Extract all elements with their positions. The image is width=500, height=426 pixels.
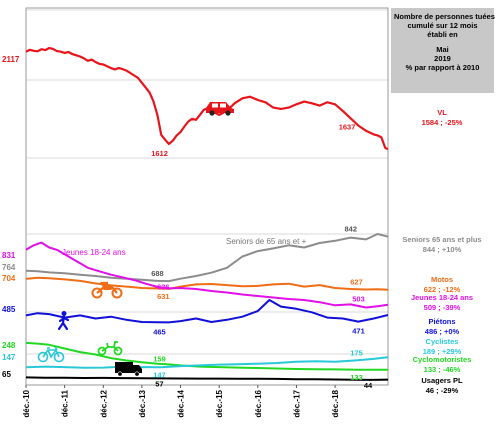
moped-icon xyxy=(97,341,123,356)
annotation-jeunes: 636 xyxy=(157,282,170,291)
x-tick-label: déc.-17 xyxy=(292,389,301,417)
info-box-note: % par rapport à 2010 xyxy=(405,63,480,72)
annotation-pl: 44 xyxy=(364,381,373,390)
legend-name-cyclistes: Cyclistes xyxy=(426,337,459,346)
start-label-pietons: 485 xyxy=(2,305,16,314)
plot-frame xyxy=(25,7,389,386)
series-line-jeunes xyxy=(25,241,389,309)
car-icon xyxy=(206,102,234,116)
series-line-seniors xyxy=(25,233,389,283)
annotation-pietons: 471 xyxy=(352,327,365,336)
annotation-cyclistes: 175 xyxy=(350,349,363,358)
annotation-cyclomotoristes: 159 xyxy=(153,354,166,363)
start-label-cyclomotoristes: 248 xyxy=(2,341,16,350)
annotation-vl: 1637 xyxy=(339,123,356,132)
start-label-seniors: 764 xyxy=(2,263,16,272)
series-line-vl xyxy=(25,46,389,151)
start-label-cyclistes: 147 xyxy=(2,353,16,362)
info-box: Nombre de personnes tuées cumulé sur 12 … xyxy=(391,8,495,93)
series-line-motos xyxy=(25,276,389,291)
legend-name-jeunes: Jeunes 18-24 ans xyxy=(411,293,473,302)
info-box-line3: établi en xyxy=(427,30,458,39)
start-label-motos: 704 xyxy=(2,274,16,283)
inline-label-jeunes: Jeunes 18-24 ans xyxy=(62,248,126,257)
info-box-line2: cumulé sur 12 mois xyxy=(407,21,478,30)
x-tick-label: déc.-12 xyxy=(99,389,108,417)
series-line-cyclistes xyxy=(25,356,389,369)
info-box-year: 2019 xyxy=(434,54,451,63)
legend-value-motos: 622 ; -12% xyxy=(424,285,461,294)
legend-name-pietons: Piétons xyxy=(428,317,455,326)
legend-value-seniors: 844 ; +10% xyxy=(423,245,462,254)
legend-value-cyclistes: 189 ; +29% xyxy=(423,347,462,356)
x-tick-label: déc.-13 xyxy=(138,389,147,417)
legend-name-vl: VL xyxy=(437,108,447,117)
info-box-month: Mai xyxy=(436,45,449,54)
series-line-cyclomotoristes xyxy=(25,341,388,371)
x-tick-label: déc.-16 xyxy=(254,389,263,417)
truck-icon xyxy=(115,362,142,377)
annotation-motos: 627 xyxy=(350,277,363,286)
legend-name-seniors: Seniors 65 ans et plus xyxy=(402,235,481,244)
annotation-seniors: 688 xyxy=(151,269,164,278)
legend-name-cyclomotoristes: Cyclomotoristes xyxy=(413,355,472,364)
annotation-vl: 1612 xyxy=(151,149,168,158)
annotation-cyclistes: 147 xyxy=(153,370,166,379)
series-line-pl xyxy=(25,376,389,381)
x-tick-label: déc.-14 xyxy=(177,389,186,417)
legend-value-cyclomotoristes: 133 ; -46% xyxy=(424,365,461,374)
inline-label-seniors: Seniors de 65 ans et + xyxy=(226,237,307,246)
x-tick-label: déc.-10 xyxy=(22,389,31,417)
motorcycle-icon xyxy=(91,281,123,299)
bicycle-icon xyxy=(37,346,65,363)
start-label-pl: 65 xyxy=(2,370,11,379)
x-tick-label: déc.-11 xyxy=(61,389,70,417)
annotation-cyclomotoristes: 133 xyxy=(350,373,363,382)
legend-value-jeunes: 509 ; -39% xyxy=(424,303,461,312)
legend-value-vl: 1584 ; -25% xyxy=(422,118,463,127)
info-box-line1: Nombre de personnes tuées xyxy=(394,12,495,21)
annotation-seniors: 842 xyxy=(345,225,358,234)
x-tick-label: déc.-15 xyxy=(215,389,224,417)
pedestrian-icon xyxy=(57,311,70,331)
start-label-vl: 2117 xyxy=(2,55,20,64)
legend-value-pietons: 486 ; +0% xyxy=(425,327,460,336)
annotation-pl: 57 xyxy=(155,379,163,388)
x-tick-label: déc.-18 xyxy=(331,389,340,417)
legend-name-motos: Motos xyxy=(431,275,453,284)
start-label-jeunes: 831 xyxy=(2,251,16,260)
legend-name-pl: Usagers PL xyxy=(421,376,463,385)
annotation-jeunes: 503 xyxy=(352,294,365,303)
legend-value-pl: 46 ; -29% xyxy=(426,386,459,395)
series-line-pietons xyxy=(25,299,389,324)
annotation-pietons: 465 xyxy=(153,327,166,336)
annotation-motos: 631 xyxy=(157,292,170,301)
